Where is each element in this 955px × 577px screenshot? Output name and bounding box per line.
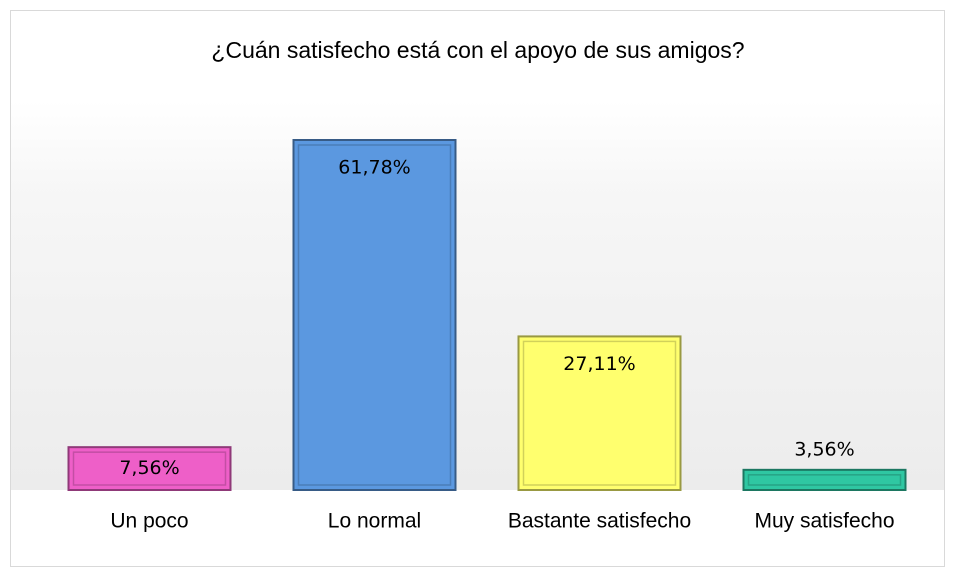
bar-bevel [297, 144, 452, 486]
plot-background [11, 100, 944, 490]
bar [742, 468, 907, 492]
bar-bevel [522, 340, 677, 486]
data-label: 27,11% [563, 353, 635, 375]
data-label: 7,56% [119, 457, 179, 479]
bar [67, 446, 232, 491]
chart-title: ¿Cuán satisfecho está con el apoyo de su… [211, 37, 744, 63]
x-tick-label: Bastante satisfecho [508, 510, 691, 533]
data-label: 61,78% [338, 157, 410, 179]
bar-bevel [747, 474, 902, 486]
x-tick-label: Un poco [110, 510, 188, 533]
bar [517, 335, 682, 491]
x-tick-label: Lo normal [328, 510, 421, 533]
bar [292, 139, 457, 491]
bar-bevel [72, 451, 227, 486]
x-tick-label: Muy satisfecho [754, 510, 894, 533]
data-label: 3,56% [794, 438, 854, 460]
